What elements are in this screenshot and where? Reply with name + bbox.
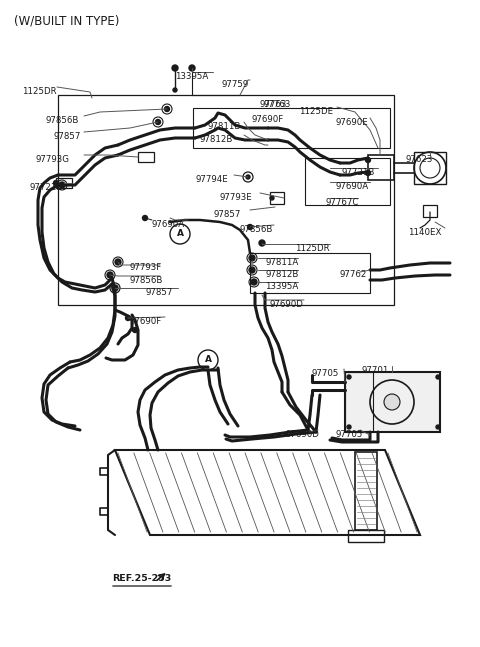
Circle shape: [172, 65, 178, 71]
Text: 97721B: 97721B: [30, 183, 63, 192]
Circle shape: [251, 279, 257, 285]
Circle shape: [249, 267, 255, 273]
Text: 97690A: 97690A: [152, 220, 185, 229]
Circle shape: [246, 175, 250, 179]
Circle shape: [384, 394, 400, 410]
Text: 97690F: 97690F: [251, 115, 283, 124]
Text: A: A: [177, 230, 183, 239]
Bar: [423, 205, 437, 217]
Text: 97811A: 97811A: [265, 258, 298, 267]
Text: 97793G: 97793G: [36, 155, 70, 164]
Circle shape: [259, 240, 265, 246]
Text: 13395A: 13395A: [265, 282, 298, 291]
Text: REF.25-253: REF.25-253: [112, 574, 171, 583]
Text: 97793E: 97793E: [220, 193, 253, 202]
Text: 97763: 97763: [260, 100, 288, 109]
Text: 1125DE: 1125DE: [299, 107, 333, 116]
Text: 97767C: 97767C: [325, 198, 359, 207]
Circle shape: [270, 196, 274, 200]
Circle shape: [170, 224, 190, 244]
Text: 97857: 97857: [145, 288, 172, 297]
Bar: [348, 530, 384, 542]
Text: 97812B: 97812B: [200, 135, 233, 144]
Text: 97856B: 97856B: [130, 276, 163, 285]
Circle shape: [436, 375, 440, 379]
Text: 1140EX: 1140EX: [408, 228, 442, 237]
Circle shape: [249, 255, 255, 261]
Bar: [345, 372, 373, 432]
Polygon shape: [115, 450, 420, 535]
Circle shape: [347, 425, 351, 429]
Text: 97701: 97701: [362, 366, 389, 375]
Circle shape: [107, 272, 113, 278]
Circle shape: [165, 107, 169, 111]
Text: (W/BUILT IN TYPE): (W/BUILT IN TYPE): [14, 14, 120, 27]
Text: 1125DR: 1125DR: [295, 244, 330, 253]
Circle shape: [347, 375, 351, 379]
Circle shape: [189, 65, 195, 71]
Text: 97690D: 97690D: [270, 300, 304, 309]
Bar: [345, 372, 440, 432]
Bar: [355, 452, 377, 530]
Text: 97690A: 97690A: [335, 182, 368, 191]
Circle shape: [198, 350, 218, 370]
Text: 97763: 97763: [264, 100, 291, 109]
Text: 97690E: 97690E: [335, 118, 368, 127]
Text: 97623: 97623: [406, 155, 433, 164]
Text: A: A: [204, 355, 212, 364]
Text: 97705: 97705: [335, 430, 362, 439]
Circle shape: [125, 316, 131, 320]
Circle shape: [59, 182, 65, 188]
Text: 97856B: 97856B: [45, 116, 78, 125]
Text: 97705: 97705: [312, 369, 339, 378]
Text: 13395A: 13395A: [175, 72, 208, 81]
Text: 97794E: 97794E: [195, 175, 228, 184]
Circle shape: [53, 181, 59, 186]
Text: 97856B: 97856B: [240, 225, 274, 234]
Text: 97812B: 97812B: [265, 270, 299, 279]
Text: 97793F: 97793F: [130, 263, 162, 272]
Text: 97857: 97857: [213, 210, 240, 219]
Text: 97857: 97857: [54, 132, 82, 141]
Text: 97762: 97762: [340, 270, 367, 279]
Bar: [56, 178, 72, 188]
Text: 97759: 97759: [222, 80, 249, 89]
Circle shape: [436, 425, 440, 429]
Circle shape: [414, 152, 446, 184]
Text: 1125DR: 1125DR: [22, 87, 57, 96]
Text: 97690F: 97690F: [130, 317, 162, 326]
Circle shape: [156, 120, 160, 124]
Bar: [414, 152, 446, 184]
Circle shape: [365, 157, 371, 162]
Text: 97690D: 97690D: [285, 430, 319, 439]
Circle shape: [132, 327, 137, 333]
Text: 97721B: 97721B: [342, 168, 375, 177]
Bar: [138, 152, 154, 162]
Circle shape: [248, 225, 252, 230]
Circle shape: [365, 171, 371, 175]
Text: 97811B: 97811B: [208, 122, 241, 131]
Circle shape: [173, 88, 177, 92]
Circle shape: [143, 215, 147, 221]
Bar: [270, 192, 284, 204]
Circle shape: [115, 259, 121, 265]
Circle shape: [112, 285, 118, 291]
